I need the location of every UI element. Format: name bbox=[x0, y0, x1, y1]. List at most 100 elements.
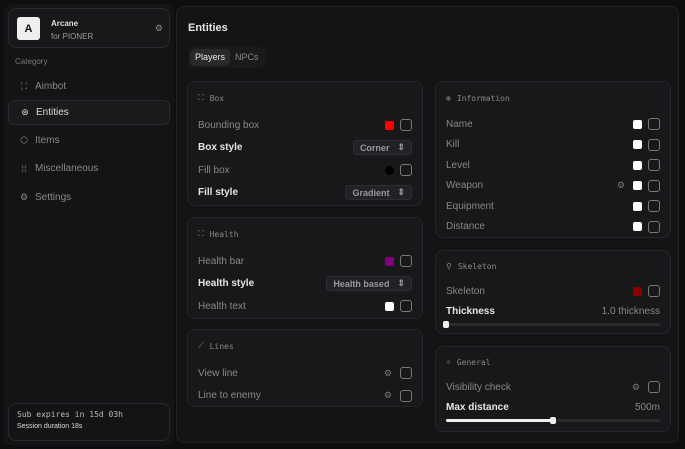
general-card: ☼ General Visibility check ⚙ Max distance 5… bbox=[435, 346, 671, 432]
gear-icon[interactable]: ⚙ bbox=[383, 390, 392, 401]
view-line-checkbox[interactable] bbox=[400, 367, 412, 380]
bone-icon: ⚲ bbox=[446, 261, 452, 271]
info-color[interactable] bbox=[633, 222, 642, 232]
info-row-level: Level bbox=[446, 155, 660, 176]
sidebar: A Arcane for PIONER ⚙ Category ⛶ Aimbot ⊛… bbox=[4, 4, 174, 445]
info-color[interactable] bbox=[633, 119, 642, 129]
skeleton-card: ⚲ Skeleton Skeleton Thickness 1.0 thicknes… bbox=[435, 250, 671, 334]
max-distance-value: 500m bbox=[634, 401, 660, 413]
health-bar-color[interactable] bbox=[385, 256, 394, 266]
box-icon: ⛶ bbox=[198, 229, 204, 238]
session-duration: Session duration 18s bbox=[17, 423, 83, 430]
max-distance-label: Max distance bbox=[446, 401, 509, 413]
slider-thumb[interactable] bbox=[443, 321, 449, 328]
fill-box-color[interactable] bbox=[385, 165, 394, 175]
sidebar-item-label: Aimbot bbox=[35, 81, 67, 92]
tab-players[interactable]: Players bbox=[190, 49, 231, 66]
sidebar-item-label: Items bbox=[35, 135, 60, 146]
gear-icon[interactable]: ⚙ bbox=[616, 180, 625, 191]
bounding-box-color[interactable] bbox=[385, 120, 394, 130]
info-checkbox[interactable] bbox=[648, 179, 660, 192]
card-title: Lines bbox=[209, 341, 234, 351]
sun-icon: ☼ bbox=[446, 357, 451, 367]
info-checkbox[interactable] bbox=[648, 200, 660, 213]
health-style-select[interactable]: Health based ⇕ bbox=[326, 276, 412, 292]
thickness-slider[interactable] bbox=[443, 321, 660, 328]
information-card: ⊛ Information Name Kill Level Weapon ⚙ Equipme… bbox=[435, 81, 671, 238]
slider-thumb[interactable] bbox=[550, 417, 556, 424]
bounding-box-label: Bounding box bbox=[198, 119, 260, 131]
info-checkbox[interactable] bbox=[648, 220, 660, 233]
thickness-label: Thickness bbox=[446, 305, 495, 317]
skeleton-checkbox[interactable] bbox=[648, 285, 660, 297]
thickness-value: 1.0 thickness bbox=[601, 305, 660, 317]
info-row-equipment: Equipment bbox=[446, 196, 660, 217]
subscription-card: Sub expires in 15d 03h Session duration … bbox=[8, 403, 170, 441]
sidebar-item-aimbot[interactable]: ⛶ Aimbot bbox=[8, 74, 170, 99]
sidebar-item-label: Miscellaneous bbox=[35, 163, 99, 174]
health-bar-label: Health bar bbox=[198, 255, 245, 267]
view-line-label: View line bbox=[198, 367, 238, 379]
line-to-enemy-checkbox[interactable] bbox=[400, 389, 412, 402]
info-checkbox[interactable] bbox=[648, 138, 660, 151]
health-text-label: Health text bbox=[198, 300, 246, 312]
max-distance-slider[interactable] bbox=[446, 417, 660, 424]
tab-npcs[interactable]: NPCs bbox=[235, 52, 259, 62]
select-value: Corner bbox=[359, 142, 390, 153]
line-icon: ⟋ bbox=[198, 341, 204, 350]
card-title: Box bbox=[209, 93, 225, 103]
info-label: Level bbox=[446, 159, 470, 171]
gear-icon[interactable]: ⚙ bbox=[631, 381, 640, 392]
info-color[interactable] bbox=[633, 201, 642, 211]
health-card: ⛶ Health Health bar Health style Health ba… bbox=[187, 217, 423, 319]
sidebar-item-settings[interactable]: ⚙ Settings bbox=[8, 185, 170, 210]
info-row-distance: Distance bbox=[446, 217, 660, 238]
sidebar-item-miscellaneous[interactable]: ⁞⁞ Miscellaneous bbox=[8, 156, 170, 181]
scan-face-icon: ⊛ bbox=[21, 107, 29, 117]
page-title: Entities bbox=[188, 22, 228, 34]
info-color[interactable] bbox=[633, 160, 642, 170]
info-row-kill: Kill bbox=[446, 135, 660, 156]
info-color[interactable] bbox=[633, 181, 642, 191]
fill-style-select[interactable]: Gradient ⇕ bbox=[345, 185, 412, 201]
bounding-box-checkbox[interactable] bbox=[400, 119, 412, 132]
info-checkbox[interactable] bbox=[648, 159, 660, 172]
sidebar-item-items[interactable]: ⬡ Items bbox=[8, 128, 170, 153]
health-style-label: Health style bbox=[198, 278, 255, 290]
info-row-name: Name bbox=[446, 114, 660, 135]
card-title: Information bbox=[456, 93, 510, 103]
fill-box-label: Fill box bbox=[198, 164, 230, 176]
package-icon: ⬡ bbox=[20, 135, 28, 145]
info-label: Weapon bbox=[446, 180, 484, 192]
chevron-updown-icon: ⇕ bbox=[397, 142, 405, 153]
health-bar-checkbox[interactable] bbox=[400, 255, 412, 268]
gear-icon: ⚙ bbox=[19, 192, 29, 202]
info-row-weapon: Weapon ⚙ bbox=[446, 176, 660, 197]
slider-fill bbox=[446, 419, 553, 422]
skeleton-color[interactable] bbox=[633, 286, 642, 296]
subscription-expiry: Sub expires in 15d 03h bbox=[17, 410, 123, 419]
info-color[interactable] bbox=[633, 140, 642, 150]
brand-card: A Arcane for PIONER ⚙ bbox=[8, 8, 170, 48]
settings-icon[interactable]: ⚙ bbox=[154, 23, 163, 33]
gear-icon[interactable]: ⚙ bbox=[383, 367, 392, 378]
health-text-color[interactable] bbox=[385, 301, 394, 311]
visibility-check-checkbox[interactable] bbox=[648, 381, 660, 393]
lines-card: ⟋ Lines View line ⚙ Line to enemy ⚙ bbox=[187, 329, 423, 407]
card-title: General bbox=[456, 357, 491, 367]
category-label: Category bbox=[15, 57, 48, 66]
chevron-updown-icon: ⇕ bbox=[397, 278, 405, 289]
app-subtitle: for PIONER bbox=[51, 32, 94, 41]
box-style-select[interactable]: Corner ⇕ bbox=[352, 140, 412, 156]
fill-style-label: Fill style bbox=[198, 187, 239, 199]
info-checkbox[interactable] bbox=[648, 118, 660, 131]
sidebar-item-label: Settings bbox=[35, 192, 72, 203]
card-title: Skeleton bbox=[457, 261, 497, 271]
health-text-checkbox[interactable] bbox=[400, 300, 412, 313]
grid-icon: ⁞⁞ bbox=[21, 163, 27, 174]
sidebar-item-entities[interactable]: ⊛ Entities bbox=[8, 100, 170, 125]
info-label: Name bbox=[446, 118, 473, 130]
fill-box-checkbox[interactable] bbox=[400, 164, 412, 177]
box-card: ⛶ Box Bounding box Box style Corner ⇕ Fill … bbox=[187, 81, 423, 206]
select-value: Health based bbox=[333, 278, 390, 289]
